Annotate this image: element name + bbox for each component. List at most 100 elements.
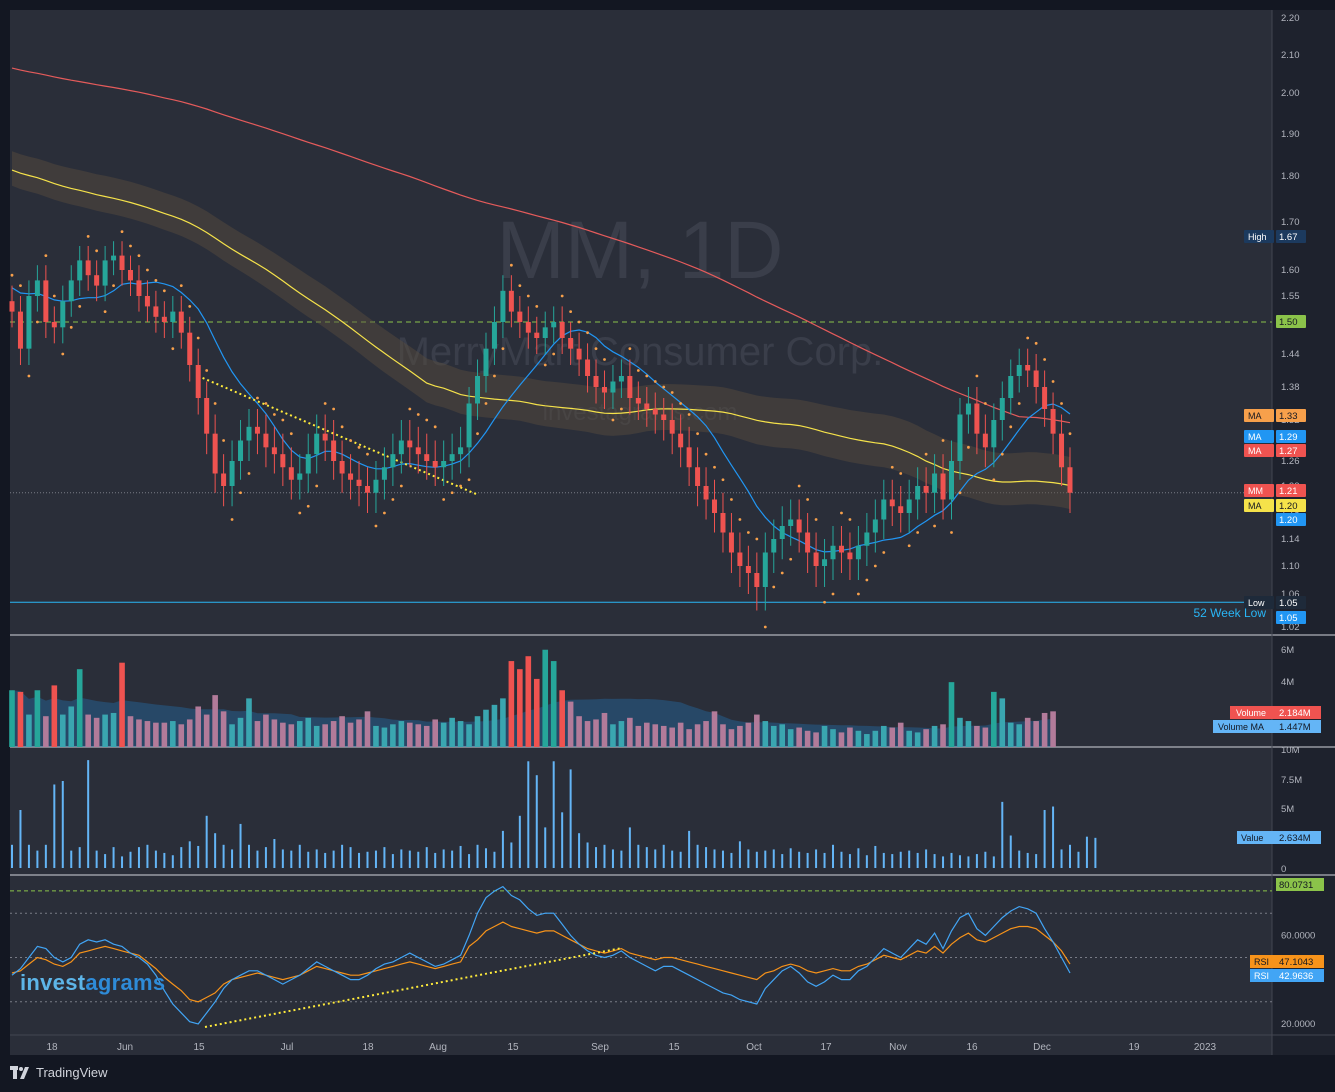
candle-body [805,532,811,553]
price-tick-label: 2.00 [1281,88,1300,99]
sar-dot [44,254,48,257]
sar-dot [594,347,598,351]
rsi-line-blue [11,885,1071,1025]
price-tick-label: 2.10 [1281,50,1300,61]
candle-body [238,440,244,461]
candle-body [17,311,23,349]
ma120y-tag-value: 1.20 [1279,501,1298,512]
value-bar [1026,852,1029,868]
candle-body [534,332,540,338]
sar-dot [831,592,835,596]
sar-dot [35,320,39,324]
sar-dot [349,439,352,442]
volume-bar [127,716,134,747]
volume-bar [897,722,904,747]
sar-dot [179,284,183,287]
sar-dot [476,432,479,436]
value-bars [11,760,1097,868]
sar-dot [518,284,522,287]
sar-dot [713,465,716,469]
footer-bar: TradingView [0,1057,1335,1092]
sar-dot [509,263,513,267]
volume-bar [296,721,303,747]
value-bar [87,760,90,868]
volume-bar [381,727,388,747]
value-bar [36,850,39,868]
sar-dot [941,439,945,442]
candle-body [432,461,438,468]
volume-bar [957,717,963,747]
value-bar [586,842,589,868]
candle-body [111,255,117,261]
candle-body [737,552,743,566]
value-bar [628,827,631,868]
ma120y-tag-label-bg [1244,499,1274,512]
volume-bar [398,721,405,747]
candle-body [991,420,997,448]
candle-body [1067,467,1073,493]
candle-body [864,532,870,546]
value-bar [61,781,64,868]
value-bar [950,852,953,868]
sar-dot [721,478,725,482]
sar-dot [1034,341,1038,345]
volume-bar [51,685,58,747]
high-tag-value: 1.67 [1279,232,1298,243]
candle-body [932,473,938,493]
sar-dot [611,418,615,422]
candle-body [838,545,844,553]
candle-body [695,467,701,486]
value-bar [315,849,318,868]
value-bar [188,841,191,868]
volume-bar [313,725,320,747]
ma120y-tag: MA 1.20 [1244,499,1306,512]
value-bar [755,851,758,868]
volume-bar [694,724,701,747]
value-bar [552,761,555,868]
volume-bar [93,717,100,747]
candle-body [390,454,396,468]
time-tick-label: Aug [429,1042,447,1053]
value-bar [1069,844,1071,868]
volume-bar [711,711,718,747]
sar-dot [154,279,158,282]
candle-body [254,426,260,434]
sar-dot [1060,402,1063,405]
volume-bar [161,722,168,747]
value-bar [332,850,335,868]
volume-bar [68,706,75,747]
rsi-trendline [204,947,623,1028]
volume-bar [864,734,870,747]
ma-line-red [11,67,1071,424]
sar-dot [433,425,437,429]
sar-dot [467,478,471,482]
candle-body [475,376,481,404]
candle-body [407,440,413,448]
volume-bar [610,724,616,747]
last-price-tag: MM 1.21 [1244,484,1306,497]
price-tick-label: 1.02 [1281,622,1300,633]
candle-body [381,467,387,480]
sar-dot [848,518,852,521]
value-bar [1085,836,1088,868]
sar-dot [281,418,285,422]
candle-body [466,403,472,448]
volume-bar [212,695,218,747]
value-bar [44,844,47,868]
value-bar [137,847,140,868]
time-tick-label: 19 [1128,1042,1140,1053]
value-bar [341,844,344,868]
volume-bar [779,724,786,747]
value-bar [307,851,310,868]
ma129-tag-label-bg [1244,430,1274,443]
candle-body [618,376,624,382]
value-bar [781,854,784,868]
value-bar [154,850,157,868]
value-bar [611,849,614,868]
candle-body [1050,409,1056,434]
tradingview-logo[interactable]: TradingView [10,1065,108,1080]
volume-bar [804,730,811,747]
candle-body [153,306,159,317]
sar-dot [408,407,412,411]
